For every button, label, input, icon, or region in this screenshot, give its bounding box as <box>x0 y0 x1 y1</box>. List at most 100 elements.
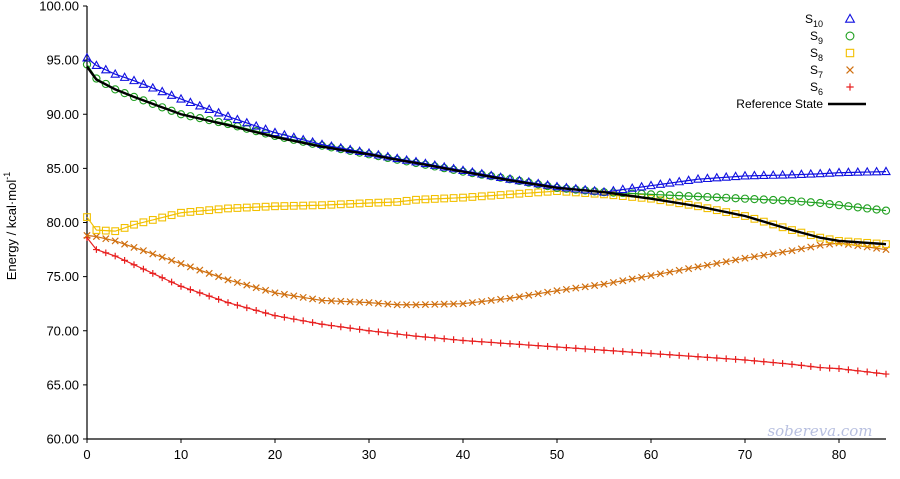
data-point-s8 <box>271 202 279 211</box>
data-point-s7 <box>553 287 561 295</box>
data-point-s6 <box>422 333 429 341</box>
data-point-s6 <box>572 344 580 352</box>
data-point-s6 <box>412 332 420 340</box>
data-point-s7 <box>139 247 147 255</box>
data-point-s7 <box>83 231 91 240</box>
data-point-s7 <box>412 301 420 309</box>
data-point-s10 <box>373 149 384 159</box>
data-point-s10 <box>862 166 873 176</box>
data-point-s6 <box>798 362 805 369</box>
data-point-s10 <box>561 182 572 192</box>
data-point-s7 <box>487 296 495 305</box>
data-point-s6 <box>224 299 232 306</box>
data-point-s8 <box>130 220 138 229</box>
data-point-s6 <box>779 360 786 367</box>
data-point-s8 <box>506 190 514 199</box>
data-point-s7 <box>337 297 345 305</box>
data-point-s6 <box>854 367 862 375</box>
data-point-s9 <box>675 191 684 200</box>
data-point-s6 <box>271 312 279 319</box>
data-point-s6 <box>440 335 448 343</box>
series-reference-state <box>86 65 887 246</box>
data-point-s8 <box>158 213 167 222</box>
legend-label: S7 <box>810 63 823 80</box>
data-point-s6 <box>882 370 890 378</box>
data-point-s6 <box>628 348 636 356</box>
data-point-s9 <box>703 192 712 202</box>
data-point-s7 <box>318 296 326 305</box>
watermark: sobereva.com <box>767 422 872 440</box>
data-point-s8 <box>92 226 101 234</box>
data-point-s7 <box>102 235 110 243</box>
data-point-s10 <box>194 100 205 110</box>
data-point-s10 <box>82 52 92 62</box>
data-point-s9 <box>806 198 815 207</box>
legend-marker <box>845 48 855 58</box>
data-point-s9 <box>167 106 176 115</box>
data-point-s6 <box>638 349 645 357</box>
series-line-s9 <box>86 64 887 212</box>
legend-item-reference-state: Reference State <box>736 97 866 111</box>
data-point-s7 <box>694 263 702 271</box>
data-point-s7 <box>722 258 730 266</box>
legend-item-s8: S8 <box>810 46 855 63</box>
legend-label-subscript: 10 <box>813 19 823 29</box>
data-point-s9 <box>129 92 139 102</box>
legend-label-subscript: 8 <box>818 53 823 63</box>
data-point-s10 <box>721 171 732 181</box>
data-point-s10 <box>147 82 158 92</box>
data-point-s10 <box>740 170 750 180</box>
data-point-s7 <box>290 292 298 300</box>
data-point-s10 <box>730 171 741 181</box>
data-point-s7 <box>92 232 100 241</box>
x-tick-label: 70 <box>738 447 752 462</box>
data-point-s7 <box>525 291 533 299</box>
legend-label: Reference State <box>736 97 823 111</box>
data-point-s7 <box>685 265 693 273</box>
data-point-s8 <box>459 193 467 202</box>
data-point-s8 <box>487 191 496 200</box>
data-point-s6 <box>243 304 251 312</box>
legend-label-base: S <box>810 80 818 94</box>
data-point-s10 <box>881 166 891 176</box>
legend-label: S10 <box>805 12 823 29</box>
data-point-s7 <box>393 301 401 309</box>
legend-marker <box>844 13 856 23</box>
data-point-s8 <box>289 201 298 210</box>
data-point-s6 <box>252 307 260 314</box>
data-point-s10 <box>664 177 675 187</box>
data-point-s8 <box>120 224 129 232</box>
y-tick-label: 95.00 <box>46 53 79 68</box>
data-point-s7 <box>252 284 260 292</box>
series-s8 <box>83 187 890 249</box>
data-point-s7 <box>807 243 815 251</box>
data-point-s6 <box>168 278 175 286</box>
data-point-s10 <box>815 168 826 178</box>
data-point-s7 <box>591 281 599 290</box>
data-point-s6 <box>516 341 523 348</box>
data-point-s6 <box>845 366 852 374</box>
data-point-s6 <box>158 274 166 282</box>
data-point-s10 <box>777 169 788 179</box>
data-point-s7 <box>299 293 307 301</box>
data-point-s7 <box>280 290 288 298</box>
data-point-s10 <box>749 170 760 180</box>
legend-item-s9: S9 <box>810 29 855 46</box>
data-point-s6 <box>281 313 288 321</box>
data-point-s8 <box>224 204 232 213</box>
data-point-s6 <box>149 270 157 277</box>
data-point-s8 <box>83 213 91 221</box>
data-point-s10 <box>429 160 440 169</box>
data-point-s9 <box>712 193 721 202</box>
data-point-s9 <box>148 99 157 108</box>
data-point-s6 <box>356 326 363 333</box>
data-point-s7 <box>713 259 721 267</box>
data-point-s8 <box>355 199 364 208</box>
data-point-s8 <box>449 194 458 202</box>
data-point-s10 <box>542 179 553 189</box>
data-point-s7 <box>647 271 655 280</box>
x-tick-label: 50 <box>550 447 564 462</box>
x-tick-label: 30 <box>362 447 376 462</box>
data-point-s8 <box>233 204 242 212</box>
data-point-s10 <box>505 173 515 183</box>
